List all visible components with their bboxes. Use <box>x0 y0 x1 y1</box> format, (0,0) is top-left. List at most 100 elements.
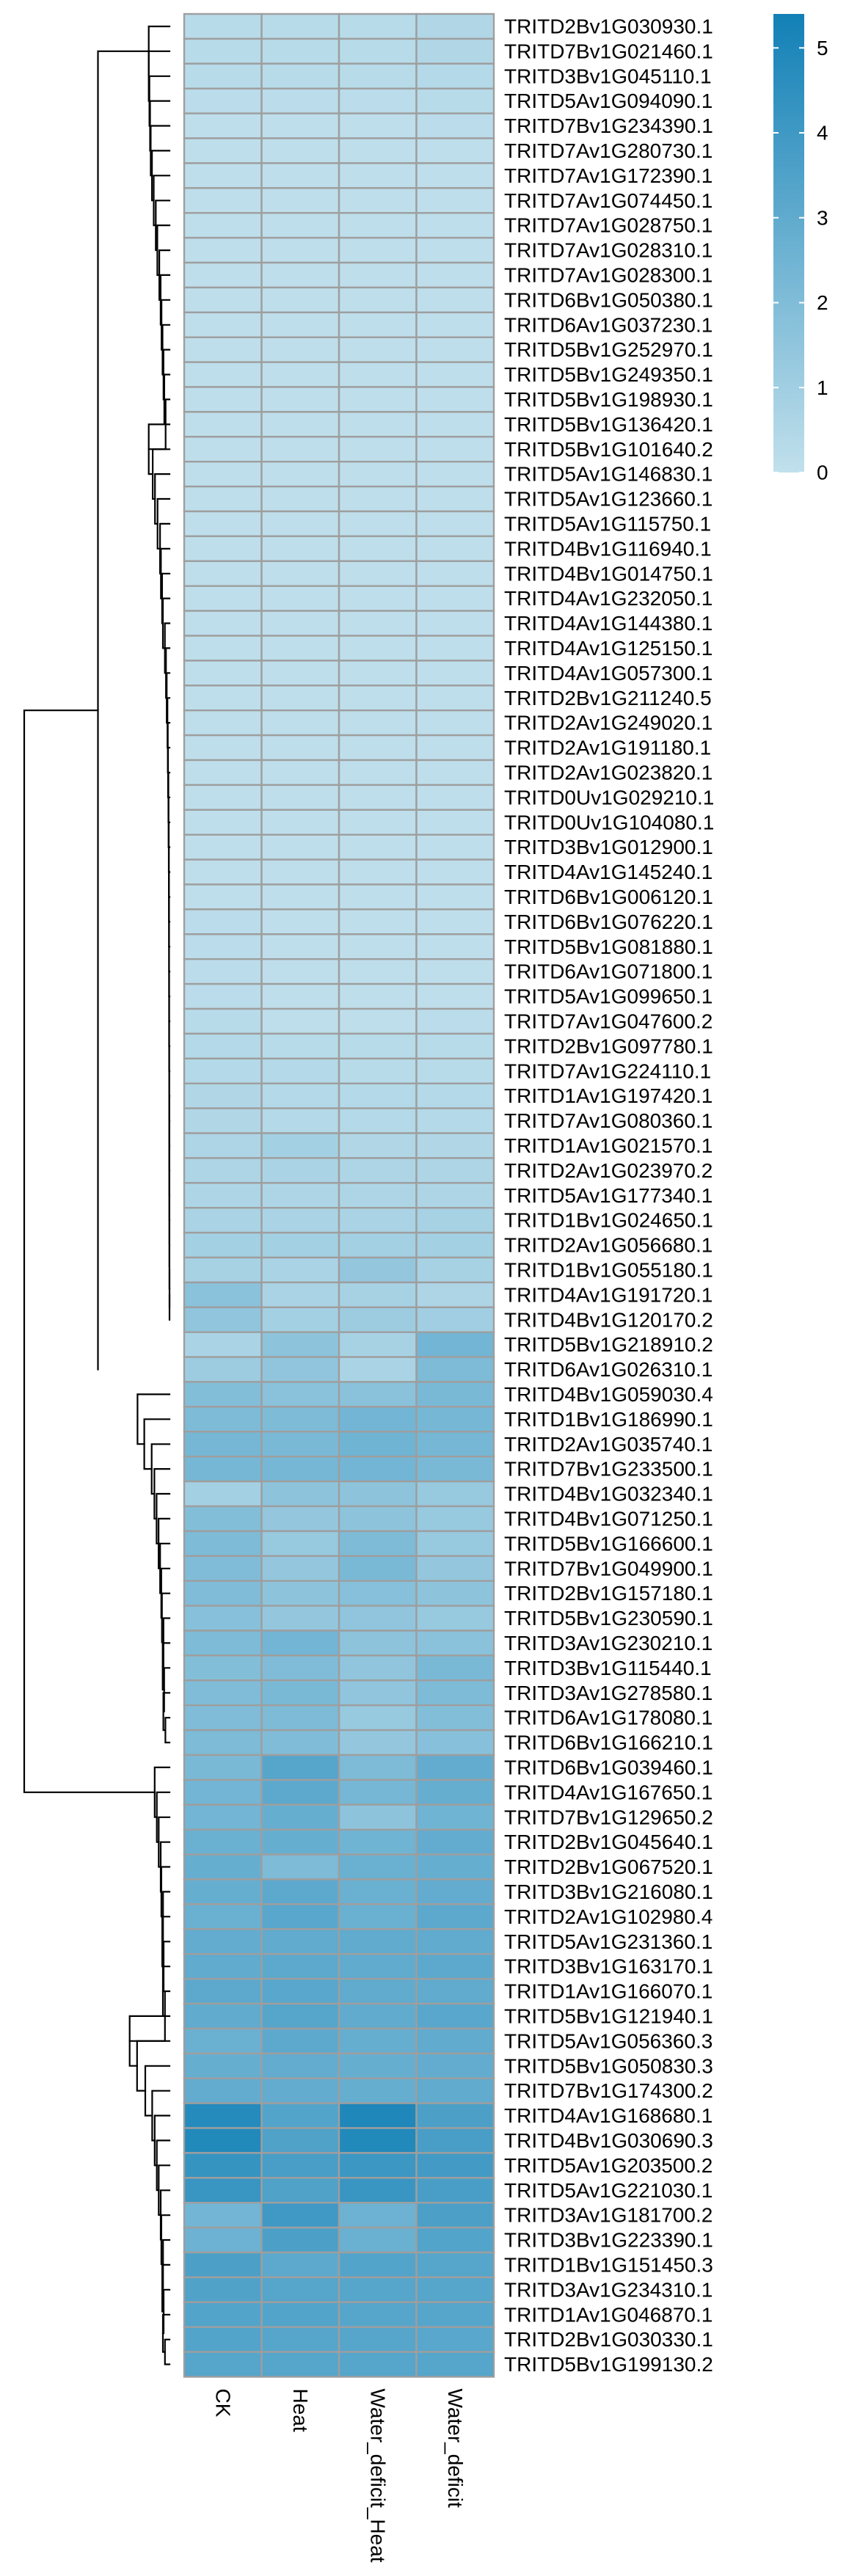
heatmap-cell <box>338 1903 418 1930</box>
heatmap-cell <box>338 1605 418 1632</box>
row-label: TRITD7Av1G028300.1 <box>504 263 713 286</box>
heatmap-cell <box>415 1704 495 1732</box>
heatmap-cell <box>260 982 340 1010</box>
heatmap-cell <box>183 982 263 1010</box>
heatmap-cell <box>260 635 340 662</box>
heatmap-cell <box>260 1630 340 1657</box>
heatmap-cell <box>338 1381 418 1408</box>
row-label: TRITD5Bv1G218910.2 <box>504 1333 713 1356</box>
heatmap-cell <box>338 1406 418 1433</box>
heatmap-cell <box>415 1157 495 1184</box>
heatmap-cell <box>260 1903 340 1930</box>
heatmap-cell <box>260 12 340 40</box>
heatmap-cell <box>338 1580 418 1607</box>
heatmap-cell <box>415 236 495 264</box>
heatmap-cell <box>183 2027 263 2054</box>
heatmap-cell <box>260 212 340 239</box>
heatmap-cell <box>338 37 418 65</box>
heatmap-cell <box>338 87 418 114</box>
heatmap-cell <box>338 261 418 289</box>
row-label: TRITD4Av1G145240.1 <box>504 861 713 883</box>
heatmap-cell <box>183 784 263 811</box>
heatmap-cell <box>260 2276 340 2303</box>
heatmap-cell <box>183 560 263 587</box>
heatmap-cell <box>183 709 263 737</box>
row-label: TRITD7Bv1G174300.2 <box>504 2079 713 2102</box>
row-label: TRITD5Av1G094090.1 <box>504 90 713 112</box>
heatmap-cell <box>260 1977 340 2005</box>
row-label: TRITD5Av1G115750.1 <box>504 512 711 535</box>
heatmap-cell <box>415 1952 495 1980</box>
heatmap-cell <box>183 137 263 164</box>
row-label: TRITD5Bv1G198930.1 <box>504 388 713 411</box>
heatmap-cell <box>415 2102 495 2129</box>
row-label: TRITD3Av1G230210.1 <box>504 1632 713 1654</box>
heatmap-cell <box>338 286 418 313</box>
heatmap-cell <box>183 858 263 886</box>
heatmap-cell <box>415 1007 495 1035</box>
heatmap-cell <box>183 2077 263 2104</box>
heatmap-cell <box>415 361 495 388</box>
heatmap-cell <box>415 1878 495 1905</box>
heatmap-cell <box>338 858 418 886</box>
heatmap-cell <box>338 809 418 836</box>
heatmap-cell <box>260 311 340 338</box>
heatmap-cell <box>338 336 418 363</box>
heatmap-cell <box>183 610 263 637</box>
heatmap-cell <box>183 12 263 40</box>
heatmap-cell <box>415 261 495 289</box>
row-label: TRITD5Bv1G121940.1 <box>504 2004 713 2027</box>
row-label: TRITD6Av1G071800.1 <box>504 960 713 983</box>
heatmap-cell <box>415 982 495 1010</box>
heatmap-cell <box>183 212 263 239</box>
heatmap-cell <box>415 2077 495 2104</box>
heatmap-cell <box>338 660 418 687</box>
heatmap-cell <box>183 2002 263 2030</box>
heatmap-cell <box>260 2052 340 2079</box>
heatmap-cell <box>183 1157 263 1184</box>
heatmap-cell <box>183 261 263 289</box>
heatmap-cell <box>183 1356 263 1383</box>
heatmap-cell <box>415 386 495 413</box>
row-label: TRITD1Bv1G055180.1 <box>504 1258 713 1281</box>
heatmap-cell <box>260 187 340 214</box>
heatmap-cell <box>338 411 418 438</box>
heatmap-cell <box>338 1878 418 1905</box>
row-label: TRITD2Av1G035740.1 <box>504 1433 713 1456</box>
row-label: TRITD5Bv1G199130.2 <box>504 2353 713 2376</box>
heatmap-cell <box>260 809 340 836</box>
heatmap-cell <box>260 957 340 985</box>
row-label: TRITD5Bv1G249350.1 <box>504 363 713 386</box>
heatmap-cell <box>260 1431 340 1458</box>
heatmap-cell <box>338 560 418 587</box>
heatmap-cell <box>183 37 263 65</box>
row-label: TRITD5Bv1G101640.2 <box>504 438 713 461</box>
heatmap-cell <box>260 411 340 438</box>
heatmap-cell <box>415 1107 495 1134</box>
heatmap-cell <box>415 1903 495 1930</box>
row-label: TRITD2Bv1G030930.1 <box>504 15 713 37</box>
heatmap-cell <box>183 1654 263 1682</box>
heatmap-cell <box>415 62 495 90</box>
heatmap-cell <box>415 1729 495 1756</box>
heatmap-cell <box>415 1082 495 1109</box>
heatmap-cell <box>338 62 418 90</box>
heatmap-cell <box>183 1977 263 2005</box>
heatmap-cell <box>183 1406 263 1433</box>
heatmap-cell <box>183 1306 263 1333</box>
heatmap-cell <box>415 1605 495 1632</box>
heatmap-cell <box>415 1406 495 1433</box>
row-label: TRITD2Bv1G097780.1 <box>504 1035 713 1057</box>
heatmap-cell <box>260 660 340 687</box>
row-label: TRITD1Bv1G186990.1 <box>504 1408 713 1431</box>
heatmap-cell <box>415 1505 495 1533</box>
heatmap-cell <box>415 37 495 65</box>
row-label: TRITD5Bv1G230590.1 <box>504 1607 713 1630</box>
row-label: TRITD6Bv1G039460.1 <box>504 1756 713 1778</box>
heatmap-cell <box>338 610 418 637</box>
heatmap-cell <box>183 1555 263 1582</box>
row-label: TRITD5Bv1G252970.1 <box>504 338 713 361</box>
heatmap-cell <box>260 37 340 65</box>
heatmap-cell <box>183 1530 263 1557</box>
heatmap-cell <box>183 1231 263 1259</box>
